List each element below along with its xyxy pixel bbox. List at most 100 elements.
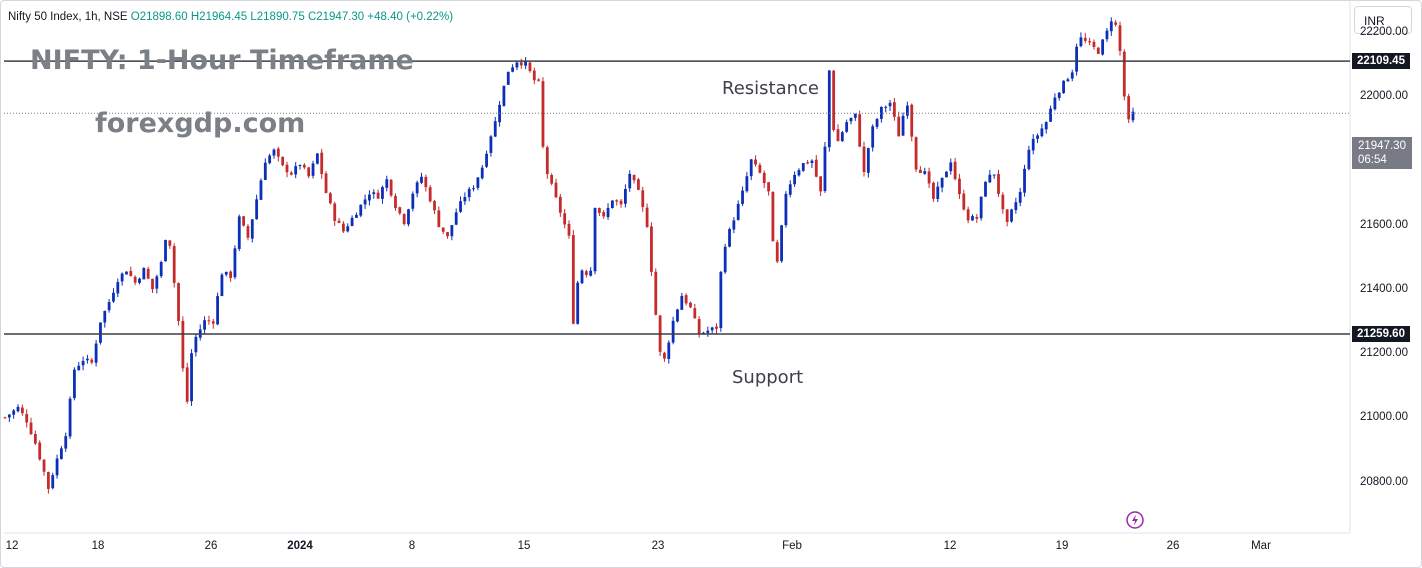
candle-body <box>12 410 16 415</box>
candle-body <box>1010 209 1013 222</box>
candle-body <box>927 171 931 184</box>
candle-body <box>771 191 775 242</box>
candle-body <box>545 147 549 175</box>
candle-body <box>20 407 24 414</box>
candle-body <box>663 352 666 359</box>
candle-body <box>736 203 740 220</box>
candle-body <box>116 282 120 294</box>
candle-body <box>758 164 762 173</box>
candle-body <box>446 232 449 237</box>
candle-body <box>892 102 896 117</box>
price-tick: 21400.00 <box>1360 282 1408 295</box>
candle-body <box>524 61 528 66</box>
candle-body <box>46 472 50 489</box>
candle-body <box>875 119 879 127</box>
candle-body <box>298 165 302 167</box>
candle-body <box>229 271 232 278</box>
candle-body <box>415 182 419 194</box>
candle-body <box>693 308 697 319</box>
candle-body <box>1049 108 1052 122</box>
currency-button[interactable]: INR <box>1354 6 1412 34</box>
candle-body <box>932 182 935 199</box>
time-tick: Feb <box>782 540 802 552</box>
candle-body <box>55 458 59 476</box>
candle-body <box>307 167 311 177</box>
candle-body <box>624 189 627 204</box>
time-tick: 12 <box>943 540 957 552</box>
candle-body <box>242 216 246 226</box>
candle-body <box>207 320 211 322</box>
candle-body <box>814 159 818 177</box>
candle-body <box>519 62 523 66</box>
candle-body <box>619 200 623 205</box>
candle-body <box>133 276 137 283</box>
candle-body <box>120 273 124 282</box>
candle-body <box>220 274 224 297</box>
candle-body <box>398 207 402 214</box>
candle-body <box>975 217 979 219</box>
candle-body <box>337 220 341 223</box>
candle-body <box>346 226 350 232</box>
candle-body <box>60 448 63 460</box>
candle-body <box>125 271 128 275</box>
candle-body <box>350 217 354 226</box>
candle-body <box>906 105 909 116</box>
candle-body <box>1083 37 1087 41</box>
candle-body <box>528 62 532 72</box>
candle-body <box>788 184 792 195</box>
candle-body <box>728 229 731 247</box>
low-value: L21890.75 <box>250 11 305 23</box>
candle-body <box>376 192 380 199</box>
change-value: +48.40 (+0.22%) <box>367 11 454 23</box>
candle-body <box>233 248 237 278</box>
candle-body <box>849 117 853 122</box>
candle-body <box>1105 30 1109 40</box>
candle-body <box>966 209 970 221</box>
candle-body <box>359 204 363 216</box>
candle-body <box>749 159 753 177</box>
candle-body <box>576 282 580 324</box>
candle-body <box>537 79 541 81</box>
candle-body <box>476 177 480 188</box>
candle-body <box>628 173 632 189</box>
candle-body <box>853 113 857 118</box>
candle-body <box>602 212 606 217</box>
candle-body <box>185 367 189 402</box>
candle-body <box>806 162 810 164</box>
candle-body <box>797 170 801 176</box>
candle-body <box>103 310 107 323</box>
close-value: C21947.30 <box>307 11 365 23</box>
candle-body <box>541 81 545 147</box>
candle-body <box>506 71 510 85</box>
chart-header: Nifty 50 Index, 1h, NSE O21898.60 H21964… <box>8 11 453 23</box>
candle-body <box>1114 22 1118 25</box>
price-tick: 21000.00 <box>1360 411 1408 424</box>
candle-body <box>172 246 176 283</box>
candle-body <box>224 271 228 275</box>
candle-body <box>164 240 167 262</box>
candle-body <box>940 177 944 188</box>
candle-body <box>450 225 454 237</box>
candle-body <box>151 278 154 290</box>
candle-body <box>159 262 163 277</box>
candle-body <box>879 106 883 119</box>
candle-body <box>459 201 462 212</box>
candle-body <box>16 406 20 412</box>
price-tick: 21200.00 <box>1360 347 1408 360</box>
candle-body <box>810 160 814 164</box>
candle-body <box>723 246 727 273</box>
candle-body <box>910 104 914 137</box>
candle-body <box>454 212 458 225</box>
candle-body <box>281 156 285 166</box>
price-tick: 21600.00 <box>1360 218 1408 231</box>
candle-body <box>94 343 98 363</box>
symbol-label[interactable]: Nifty 50 Index, 1h, NSE <box>8 11 128 23</box>
candle-body <box>827 70 831 148</box>
candle-body <box>29 422 33 435</box>
lightning-bolt-icon[interactable] <box>1126 511 1144 529</box>
candle-body <box>250 219 254 239</box>
candle-body <box>888 102 892 107</box>
candle-body <box>3 417 7 419</box>
candle-body <box>645 207 649 228</box>
